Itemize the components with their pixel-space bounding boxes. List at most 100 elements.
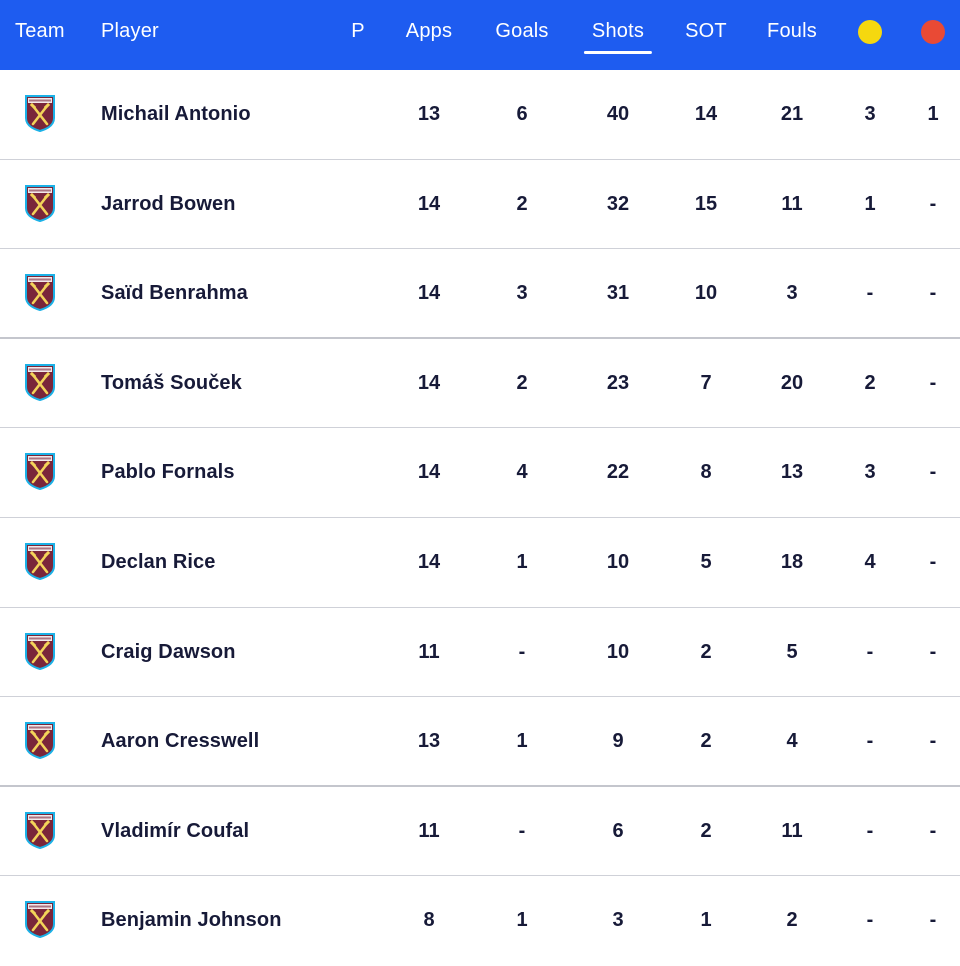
sot-value: 1 bbox=[700, 909, 712, 932]
yellow-cards-value: 3 bbox=[864, 103, 876, 125]
sot-value: 14 bbox=[694, 103, 718, 125]
player-name[interactable]: Aaron Cresswell bbox=[101, 730, 260, 753]
apps-value: 14 bbox=[417, 461, 441, 484]
sot-value: 2 bbox=[700, 730, 712, 753]
table-row[interactable]: Saïd Benrahma 14 3 31 10 3 - - bbox=[0, 249, 960, 339]
goals-value: 1 bbox=[516, 909, 528, 932]
yellow-cards-value: - bbox=[866, 282, 874, 305]
sot-value: 10 bbox=[694, 282, 718, 305]
player-stats-list: Michail Antonio 13 6 40 14 21 3 1 Jarrod Bowen 1… bbox=[0, 70, 960, 966]
west-ham-crest-icon bbox=[25, 95, 55, 132]
west-ham-crest-icon bbox=[25, 632, 55, 670]
table-row[interactable]: Pablo Fornals 14 4 22 8 13 3 - bbox=[0, 428, 960, 518]
yellow-cards-value: - bbox=[866, 909, 874, 932]
player-name[interactable]: Pablo Fornals bbox=[101, 461, 235, 484]
header-sot[interactable]: SOT bbox=[685, 20, 727, 42]
west-ham-crest-icon bbox=[25, 363, 55, 401]
shots-value: 31 bbox=[606, 282, 630, 305]
west-ham-crest-icon bbox=[25, 542, 55, 580]
player-name[interactable]: Vladimír Coufal bbox=[101, 819, 250, 842]
table-row[interactable]: Aaron Cresswell 13 1 9 2 4 - - bbox=[0, 697, 960, 787]
red-cards-value: - bbox=[929, 730, 937, 753]
sot-value: 7 bbox=[700, 371, 712, 394]
header-player[interactable]: Player bbox=[101, 20, 159, 42]
yellow-cards-value: 2 bbox=[864, 371, 876, 394]
player-name[interactable]: Tomáš Souček bbox=[101, 371, 242, 394]
player-name[interactable]: Benjamin Johnson bbox=[101, 909, 282, 932]
shots-value: 40 bbox=[606, 103, 630, 125]
apps-value: 14 bbox=[417, 371, 441, 394]
table-row[interactable]: Declan Rice 14 1 10 5 18 4 - bbox=[0, 518, 960, 608]
shots-value: 9 bbox=[612, 730, 624, 753]
yellow-cards-value: - bbox=[866, 730, 874, 753]
sot-value: 15 bbox=[694, 192, 718, 215]
yellow-cards-value: - bbox=[866, 819, 874, 842]
shots-value: 3 bbox=[612, 909, 624, 932]
shots-value: 23 bbox=[606, 371, 630, 394]
table-row[interactable]: Tomáš Souček 14 2 23 7 20 2 - bbox=[0, 339, 960, 429]
fouls-value: 11 bbox=[781, 192, 803, 215]
yellow-card-icon[interactable] bbox=[858, 20, 882, 44]
sot-value: 2 bbox=[700, 640, 712, 663]
player-name[interactable]: Declan Rice bbox=[101, 550, 216, 573]
table-row[interactable]: Jarrod Bowen 14 2 32 15 11 1- bbox=[0, 160, 960, 250]
yellow-cards-value: 4 bbox=[864, 550, 876, 573]
yellow-cards-value: - bbox=[866, 640, 874, 663]
apps-value: 11 bbox=[418, 640, 440, 663]
header-fouls[interactable]: Fouls bbox=[767, 20, 817, 42]
goals-value: 3 bbox=[516, 282, 528, 305]
red-cards-value: - bbox=[929, 550, 937, 573]
red-cards-value: - bbox=[929, 640, 937, 663]
header-shots[interactable]: Shots bbox=[583, 0, 653, 70]
fouls-value: 21 bbox=[780, 103, 804, 125]
goals-value: 6 bbox=[516, 103, 528, 125]
yellow-cards-value: 1 bbox=[864, 192, 876, 215]
apps-value: 11 bbox=[418, 819, 440, 842]
west-ham-crest-icon bbox=[25, 274, 55, 312]
player-name[interactable]: Jarrod Bowen bbox=[101, 192, 236, 215]
sot-value: 8 bbox=[700, 461, 712, 484]
west-ham-crest-icon bbox=[25, 453, 55, 491]
red-cards-value: - bbox=[929, 371, 937, 394]
shots-value: 22 bbox=[606, 461, 630, 484]
goals-value: 2 bbox=[516, 371, 528, 394]
sot-value: 2 bbox=[700, 819, 712, 842]
west-ham-crest-icon bbox=[25, 811, 55, 849]
fouls-value: 2 bbox=[786, 909, 798, 932]
table-row[interactable]: Benjamin Johnson 8 1 3 1 2 - - bbox=[0, 876, 960, 966]
red-cards-value: - bbox=[929, 819, 937, 842]
west-ham-crest-icon bbox=[25, 722, 55, 760]
red-cards-value: - bbox=[929, 909, 937, 932]
apps-value: 14 bbox=[417, 550, 441, 573]
player-name[interactable]: Craig Dawson bbox=[101, 640, 236, 663]
goals-value: 4 bbox=[516, 461, 528, 484]
header-team[interactable]: Team bbox=[15, 20, 65, 42]
goals-value: 1 bbox=[516, 730, 528, 753]
header-apps[interactable]: Apps bbox=[405, 20, 453, 42]
header-position[interactable]: P bbox=[351, 20, 365, 42]
apps-value: 14 bbox=[417, 192, 441, 215]
apps-value: 13 bbox=[417, 103, 441, 125]
fouls-value: 20 bbox=[780, 371, 804, 394]
apps-value: 14 bbox=[417, 282, 441, 305]
table-row[interactable]: Craig Dawson 11 - 10 2 5 - - bbox=[0, 608, 960, 698]
fouls-value: 18 bbox=[780, 550, 804, 573]
fouls-value: 5 bbox=[786, 640, 798, 663]
west-ham-crest-icon bbox=[25, 184, 55, 222]
goals-value: - bbox=[518, 819, 526, 842]
table-row[interactable]: Vladimír Coufal 11 - 6 2 11 - - bbox=[0, 787, 960, 877]
player-name[interactable]: Michail Antonio bbox=[101, 103, 251, 125]
west-ham-crest-icon bbox=[25, 901, 55, 939]
shots-value: 10 bbox=[606, 640, 630, 663]
table-row[interactable]: Michail Antonio 13 6 40 14 21 3 1 bbox=[0, 70, 960, 160]
apps-value: 8 bbox=[423, 909, 435, 932]
red-cards-value: - bbox=[929, 282, 937, 305]
red-card-icon[interactable] bbox=[921, 20, 945, 44]
header-goals[interactable]: Goals bbox=[495, 20, 549, 42]
shots-value: 6 bbox=[612, 819, 624, 842]
fouls-value: 3 bbox=[786, 282, 798, 305]
player-name[interactable]: Saïd Benrahma bbox=[101, 282, 248, 305]
fouls-value: 11 bbox=[781, 819, 803, 842]
red-cards-value: - bbox=[929, 192, 937, 215]
apps-value: 13 bbox=[417, 730, 441, 753]
